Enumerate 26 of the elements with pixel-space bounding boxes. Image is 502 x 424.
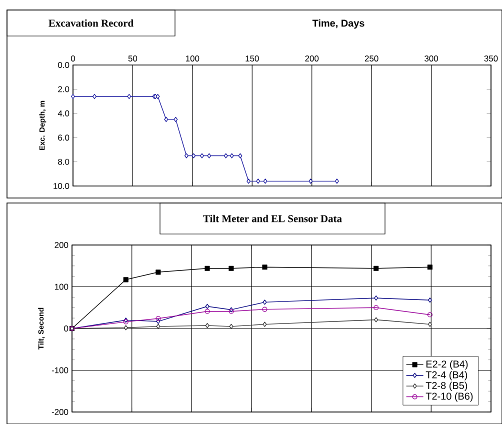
x-tick-label: 0: [70, 55, 76, 62]
legend-label: E2-2 (B4): [426, 360, 468, 370]
x-axis-title: Time, Days: [312, 19, 364, 29]
x-tick-label: 50: [128, 55, 138, 62]
y-tick-label: -200: [52, 409, 68, 415]
x-tick-label: 200: [305, 55, 319, 62]
y-tick-label: 100: [54, 284, 68, 290]
x-tick-label: 150: [246, 55, 259, 62]
y-tick-label: -100: [52, 367, 68, 374]
y-tick-label: 0.0: [58, 62, 70, 68]
chart-title: Tilt Meter and EL Sensor Data: [203, 214, 342, 222]
x-tick-label: 350: [484, 55, 498, 62]
legend-label: T2-8 (B5): [426, 382, 468, 392]
legend-label: T2-10 (B6): [426, 392, 473, 402]
y-tick-label: 8.0: [58, 158, 70, 165]
y-tick-label: 6.0: [58, 134, 70, 141]
y-tick-label: 0: [64, 326, 68, 332]
y-tick-label: 10.0: [54, 183, 70, 189]
y-tick-label: 200: [54, 242, 68, 248]
y-tick-label: 2.0: [58, 86, 70, 92]
x-tick-label: 100: [186, 55, 200, 62]
chart-title: Excavation Record: [48, 19, 134, 27]
x-tick-label: 300: [424, 55, 438, 62]
x-tick-label: 250: [364, 55, 378, 62]
y-tick-label: 4.0: [58, 110, 70, 116]
legend-label: T2-4 (B4): [426, 371, 468, 380]
